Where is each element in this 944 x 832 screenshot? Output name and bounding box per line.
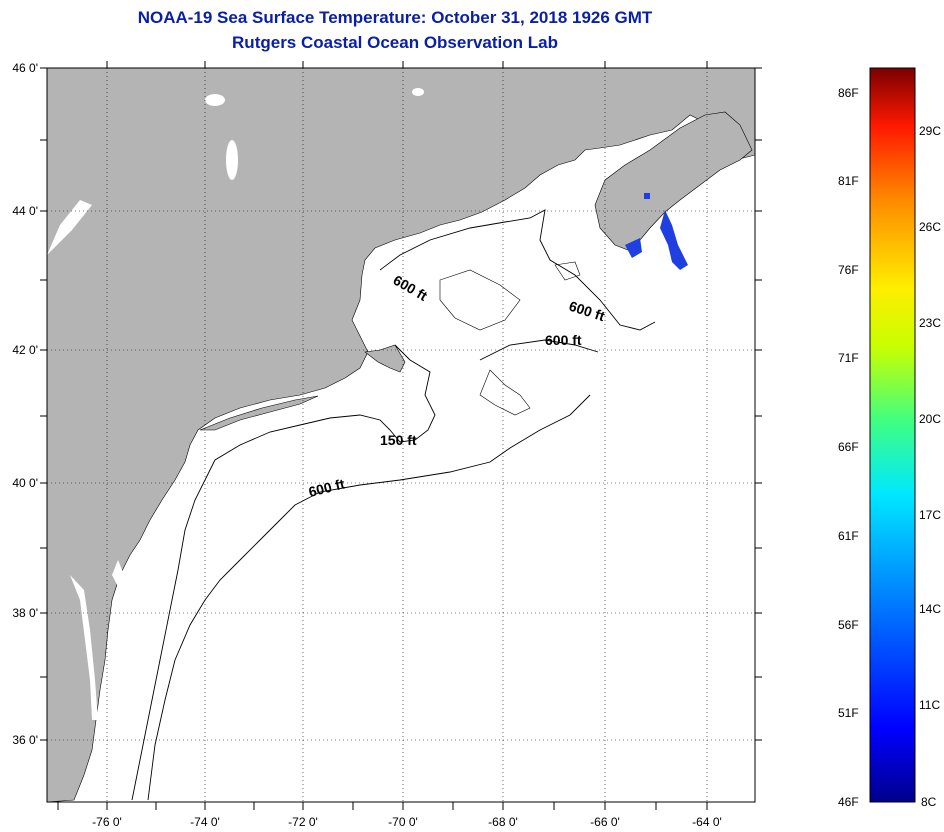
colorbar-c-label: 23C: [919, 316, 942, 330]
contour-150ft: [131, 344, 436, 801]
colorbar-c-label: 26C: [919, 220, 942, 234]
colorbar-f-label: 76F: [838, 263, 859, 277]
colorbar-c-label: 20C: [919, 412, 942, 426]
landmass-north-america: [47, 68, 755, 802]
lake: [205, 94, 225, 106]
colorbar-c-label: 14C: [919, 602, 942, 616]
colorbar-f-label: 86F: [838, 86, 859, 100]
colorbar-f-label: 56F: [838, 618, 859, 632]
chart-subtitle: Rutgers Coastal Ocean Observation Lab: [232, 33, 558, 52]
lake-champlain: [226, 140, 238, 180]
lon-label: -66 0': [590, 815, 620, 829]
lat-label: 36 0': [12, 733, 38, 747]
contour-basin: [554, 261, 581, 281]
contour-600ft: [379, 209, 656, 331]
lat-label: 46 0': [12, 61, 38, 75]
colorbar-f-label: 81F: [838, 174, 859, 188]
lat-label: 44 0': [12, 204, 38, 218]
lon-ticks: [57, 61, 708, 810]
lon-label: -76 0': [92, 815, 122, 829]
colorbar-c-label: 17C: [919, 508, 942, 522]
lat-label: 42 0': [12, 343, 38, 357]
lon-label: -70 0': [388, 815, 418, 829]
lat-ticks: [40, 67, 762, 741]
sst-data-patch: [644, 193, 650, 199]
colorbar: [869, 67, 916, 803]
cape-cod: [364, 344, 406, 373]
contour-label: 150 ft: [380, 432, 417, 448]
lake-ontario: [47, 200, 92, 255]
lake: [412, 88, 424, 96]
chesapeake-bay: [70, 575, 98, 720]
colorbar-c-label: 11C: [919, 698, 941, 712]
colorbar-f-label: 71F: [838, 351, 859, 365]
contour-basin: [479, 369, 531, 416]
lon-label: -68 0': [488, 815, 518, 829]
contour-basin: [439, 269, 521, 331]
colorbar-c-label: 8C: [921, 795, 937, 809]
contour-label: 600 ft: [545, 332, 582, 348]
long-island: [199, 395, 319, 431]
chart-title: NOAA-19 Sea Surface Temperature: October…: [137, 8, 653, 27]
map-frame: [46, 67, 756, 803]
lon-label: -64 0': [692, 815, 722, 829]
sst-data-patch: [625, 238, 642, 258]
colorbar-f-label: 46F: [838, 795, 859, 809]
colorbar-f-label: 61F: [838, 529, 859, 543]
colorbar-f-label: 66F: [838, 440, 859, 454]
contour-600ft: [147, 394, 591, 801]
delaware-bay: [112, 560, 130, 600]
colorbar-c-label: 29C: [919, 124, 942, 138]
lat-label: 40 0': [12, 476, 38, 490]
sst-data-patch: [660, 210, 688, 270]
lat-label: 38 0': [12, 606, 38, 620]
lon-label: -74 0': [190, 815, 220, 829]
colorbar-f-label: 51F: [838, 706, 859, 720]
lon-label: -72 0': [288, 815, 318, 829]
